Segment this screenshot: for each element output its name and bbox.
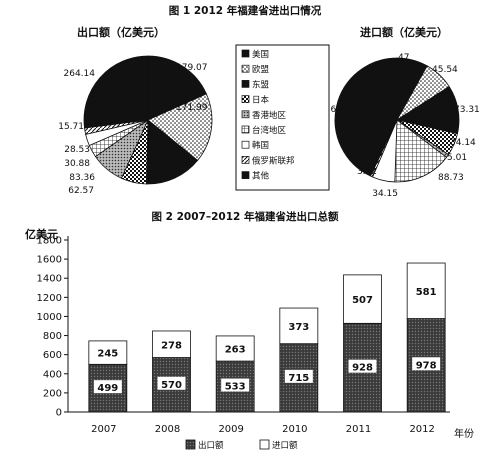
legend-export-swatch (185, 439, 196, 450)
legend-swatch-eu (241, 64, 250, 73)
bar-import-2009 (215, 335, 255, 362)
figure2-title: 图 2 2007–2012 年福建省进出口总额 (152, 210, 339, 223)
import-label-japan: 34.14 (450, 138, 476, 148)
legend-item-russia: 俄罗斯联邦 (252, 155, 295, 166)
import-label-korea: 34.15 (372, 189, 398, 199)
export-slice-eu (147, 93, 213, 161)
export-pie: 179.07 171.99 142.11 62.57 83.36 30.88 28.53 15… (58, 55, 213, 196)
x-tick-label-2010: 2010 (282, 424, 307, 435)
legend-item-taiwan: 台湾地区 (252, 125, 287, 136)
bar-export-label-2010: 715 (288, 373, 309, 384)
export-pie-title: 出口额（亿美元） (77, 25, 165, 39)
y-tick-label: 200 (43, 388, 62, 399)
export-label-korea: 28.53 (64, 145, 90, 155)
import-label-hongkong: 5.01 (447, 153, 467, 163)
bar-import-2007 (88, 340, 128, 365)
export-slice-other (83, 55, 149, 129)
import-label-eu: 45.54 (432, 65, 458, 75)
export-label-russia: 15.71 (58, 122, 84, 132)
bar-export-label-bg-2009 (221, 378, 250, 392)
x-tick-label-2008: 2008 (155, 424, 180, 435)
legend-swatch-asean (241, 80, 250, 88)
y-tick-label: 400 (43, 369, 62, 380)
legend-item-usa: 美国 (252, 49, 269, 60)
import-pie: 4745.5473.3134.145.0188.7334.153.42249.6… (311, 53, 480, 199)
legend-item-asean: 东盟 (252, 79, 270, 90)
bar-export-label-2012: 978 (416, 360, 437, 371)
export-label-japan: 62.57 (68, 186, 94, 196)
bar-export-label-2007: 499 (97, 383, 118, 394)
import-label-taiwan: 88.73 (438, 173, 464, 183)
y-tick-label: 1800 (37, 236, 62, 247)
y-tick-label: 1200 (37, 293, 62, 304)
bar-import-label-2012: 581 (416, 287, 437, 298)
legend-swatch-russia (241, 156, 250, 164)
y-tick-label: 800 (43, 331, 62, 342)
bar-export-label-2009: 533 (225, 382, 246, 393)
legend-export-label: 出口额 (198, 440, 224, 451)
x-tick-label-2012: 2012 (409, 424, 434, 435)
legend-import-swatch (259, 439, 270, 450)
bar-import-label-2007: 245 (97, 349, 118, 360)
figure1-title: 图 1 2012 年福建省进出口情况 (169, 4, 322, 17)
bar-export-label-bg-2007 (93, 380, 122, 394)
bar-import-2008 (152, 330, 191, 358)
bar-x-axis-label: 年份 (454, 427, 474, 440)
legend-swatch-usa (241, 49, 250, 58)
import-label-russia: 3.42 (357, 167, 377, 177)
bar-import-2011 (343, 274, 382, 324)
export-label-hongkong: 83.36 (69, 173, 95, 183)
x-tick-label-2011: 2011 (346, 424, 371, 435)
export-label-other: 264.14 (64, 69, 96, 79)
legend-swatch-taiwan (241, 125, 250, 134)
export-label-eu: 171.99 (176, 103, 208, 113)
bar-import-2012 (406, 262, 446, 319)
bar-export-label-2011: 928 (352, 363, 373, 374)
y-tick-label: 0 (56, 408, 62, 419)
bar-y-axis-label: 亿美元 (25, 227, 58, 241)
legend-item-japan: 日本 (252, 95, 270, 106)
export-label-taiwan: 30.88 (64, 159, 90, 169)
bar-import-label-2008: 278 (161, 340, 182, 351)
legend-item-eu: 欧盟 (252, 64, 270, 75)
import-slice-other (334, 57, 398, 177)
import-slice-taiwan (394, 119, 448, 183)
x-tick-label-2009: 2009 (218, 424, 243, 435)
bar-chart: 0 200 400 600 800 1000 1200 1400 1600 1800 499 245 2… (37, 236, 450, 435)
legend-swatch-hongkong (241, 110, 250, 119)
legend-item-korea: 韩国 (252, 140, 269, 151)
export-label-usa: 179.07 (176, 63, 208, 73)
bar-export-label-bg-2012 (412, 357, 441, 371)
legend-swatch-korea (241, 140, 250, 149)
import-label-usa: 47 (398, 53, 409, 63)
bar-export-label-bg-2008 (157, 376, 186, 390)
legend-import-label: 进口额 (272, 440, 298, 451)
pie-legend-box (235, 44, 330, 191)
import-label-asean: 73.31 (454, 105, 480, 115)
y-tick-label: 1000 (37, 312, 62, 323)
bar-export-label-2008: 570 (161, 380, 182, 391)
export-slice-asean (145, 119, 199, 185)
y-tick-label: 1600 (37, 255, 62, 266)
y-tick-label: 600 (43, 350, 62, 361)
export-label-asean: 142.11 (158, 159, 190, 169)
bar-export-label-bg-2010 (284, 369, 313, 383)
legend-swatch-other (241, 171, 250, 179)
legend-item-other: 其他 (252, 171, 270, 182)
bar-import-label-2009: 263 (225, 345, 246, 356)
export-slice-usa (147, 55, 207, 121)
legend-item-hongkong: 香港地区 (252, 110, 287, 121)
x-tick-label-2007: 2007 (91, 424, 116, 435)
import-pie-title: 进口额（亿美元） (360, 25, 448, 39)
bar-import-label-2011: 507 (352, 295, 373, 306)
bar-import-label-2010: 373 (288, 322, 309, 333)
y-tick-label: 1400 (37, 274, 62, 285)
bar-import-2010 (279, 307, 319, 345)
legend-swatch-japan (241, 95, 250, 103)
bar-export-label-bg-2011 (348, 359, 377, 373)
